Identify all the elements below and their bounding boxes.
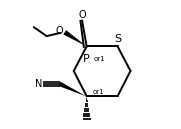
Text: S: S xyxy=(115,34,122,44)
Text: O: O xyxy=(56,26,64,36)
Polygon shape xyxy=(59,82,87,96)
Text: or1: or1 xyxy=(93,56,105,62)
Text: O: O xyxy=(79,10,87,20)
Polygon shape xyxy=(63,30,87,46)
Text: or1: or1 xyxy=(93,89,104,95)
Text: N: N xyxy=(35,79,42,89)
Text: P: P xyxy=(83,54,90,64)
